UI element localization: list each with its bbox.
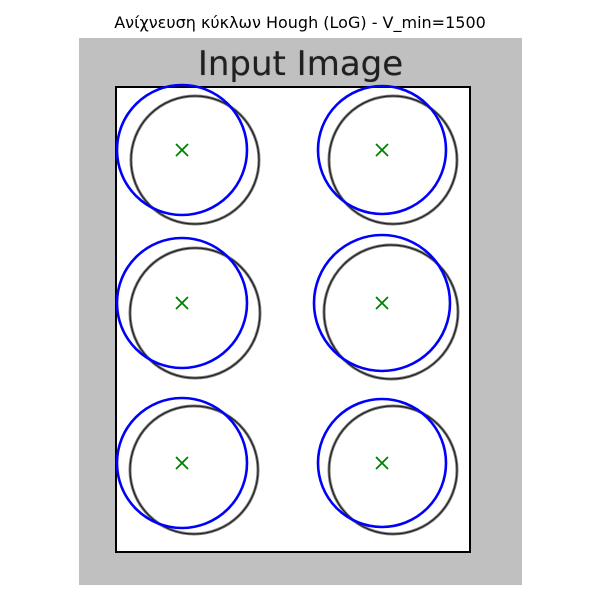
center-marker-stroke-b (175, 143, 189, 157)
detected-circle-bottom-right (316, 397, 448, 529)
input-circle-outline-bottom-left (129, 405, 259, 535)
center-marker-stroke-b (375, 296, 389, 310)
input-image-heading: Input Image (197, 44, 404, 84)
input-circle-outline-bottom-right (328, 405, 458, 535)
detected-circle-top-right (316, 84, 448, 216)
input-paper (115, 86, 471, 553)
detection-overlay (115, 83, 471, 553)
input-circle-outline-top-right (328, 95, 458, 225)
center-marker-top-right (375, 143, 389, 157)
center-marker-bottom-right (375, 456, 389, 470)
figure-title: Ανίχνευση κύκλων Hough (LoG) - V_min=150… (114, 13, 486, 32)
drawn-circles-layer (128, 94, 460, 536)
center-marker-stroke-b (175, 456, 189, 470)
center-marker-stroke-b (175, 296, 189, 310)
center-markers-layer (175, 143, 389, 470)
detected-circles-layer (115, 83, 452, 530)
input-circle-outline-middle-right (323, 244, 459, 380)
input-image-panel: Input Image (79, 38, 522, 585)
center-marker-middle-right (375, 296, 389, 310)
center-marker-middle-left (175, 296, 189, 310)
center-marker-stroke-b (375, 456, 389, 470)
center-marker-top-left (175, 143, 189, 157)
center-marker-stroke-b (375, 143, 389, 157)
input-circle-outline-middle-left (129, 247, 261, 379)
detected-circle-middle-right (312, 233, 452, 373)
detected-circle-bottom-left (115, 396, 249, 530)
detected-circle-top-left (115, 83, 249, 217)
center-marker-bottom-left (175, 456, 189, 470)
input-circle-outline-top-left (130, 95, 260, 225)
detected-circle-middle-left (115, 236, 249, 370)
